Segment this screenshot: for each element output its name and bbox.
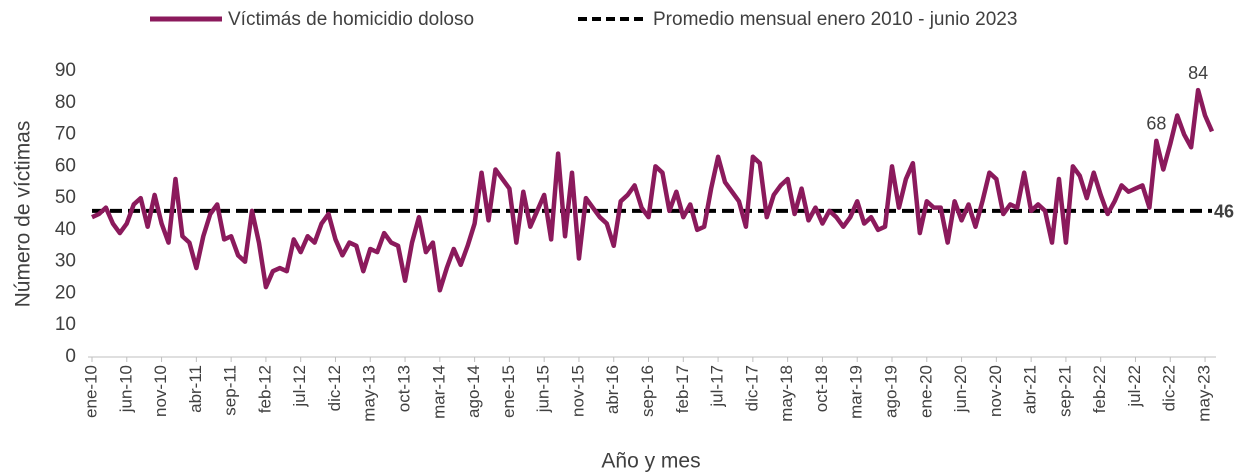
x-tick-label: feb-17 xyxy=(673,365,692,413)
y-tick-label: 20 xyxy=(55,282,76,303)
x-tick-label: oct-13 xyxy=(395,365,414,412)
series-line xyxy=(91,87,1215,293)
x-tick-label: nov-15 xyxy=(568,365,587,417)
x-tick-label: jul-17 xyxy=(708,365,727,408)
y-tick-label: 90 xyxy=(55,60,76,81)
reference-label: 46 xyxy=(1214,202,1234,222)
y-tick-label: 70 xyxy=(55,124,76,145)
x-tick-label: abr-21 xyxy=(1021,365,1040,414)
x-tick-label: sep-21 xyxy=(1055,365,1074,417)
x-tick-label: feb-12 xyxy=(255,365,274,413)
y-tick-label: 80 xyxy=(55,92,76,113)
x-tick-label: ago-14 xyxy=(464,365,483,418)
x-tick-label: mar-14 xyxy=(429,365,448,419)
x-tick-label: jun-10 xyxy=(116,365,135,413)
x-tick-label: ene-10 xyxy=(81,365,100,418)
data-label: 68 xyxy=(1146,114,1166,134)
x-tick-label: jun-20 xyxy=(951,365,970,413)
x-axis-title: Año y mes xyxy=(601,450,700,473)
y-tick-label: 60 xyxy=(55,155,76,176)
x-tick-label: jul-22 xyxy=(1125,365,1144,408)
x-tick-label: dic-12 xyxy=(325,365,344,411)
y-tick-label: 50 xyxy=(55,187,76,208)
x-tick-label: dic-17 xyxy=(742,365,761,411)
x-tick-label: dic-22 xyxy=(1160,365,1179,411)
x-tick-label: jun-15 xyxy=(534,365,553,413)
x-tick-label: jul-12 xyxy=(290,365,309,408)
x-tick-label: oct-18 xyxy=(812,365,831,412)
legend: Víctimás de homicidio doloso Promedio me… xyxy=(150,9,1017,30)
x-tick-label: may-13 xyxy=(360,365,379,422)
legend-label: Promedio mensual enero 2010 - junio 2023 xyxy=(653,9,1017,30)
y-tick-label: 40 xyxy=(55,219,76,240)
x-tick-label: ago-19 xyxy=(881,365,900,418)
y-tick-label: 10 xyxy=(55,314,76,335)
x-tick-label: sep-16 xyxy=(638,365,657,417)
x-tick-label: ene-15 xyxy=(499,365,518,418)
x-tick-label: ene-20 xyxy=(916,365,935,418)
y-axis-title: Número de víctimas xyxy=(12,121,35,308)
x-tick-label: may-23 xyxy=(1195,365,1214,422)
x-tick-label: mar-19 xyxy=(847,365,866,419)
x-tick-label: sep-11 xyxy=(221,365,240,416)
y-tick-label: 30 xyxy=(55,251,76,272)
x-tick-label: abr-16 xyxy=(603,365,622,414)
legend-label: Víctimás de homicidio doloso xyxy=(228,9,474,30)
x-tick-label: abr-11 xyxy=(186,365,205,413)
x-tick-label: nov-20 xyxy=(986,365,1005,417)
data-label: 84 xyxy=(1188,63,1208,83)
x-tick-label: feb-22 xyxy=(1090,365,1109,413)
x-tick-label: may-18 xyxy=(777,365,796,422)
y-tick-label: 0 xyxy=(65,346,76,367)
x-tick-label: nov-10 xyxy=(151,365,170,417)
